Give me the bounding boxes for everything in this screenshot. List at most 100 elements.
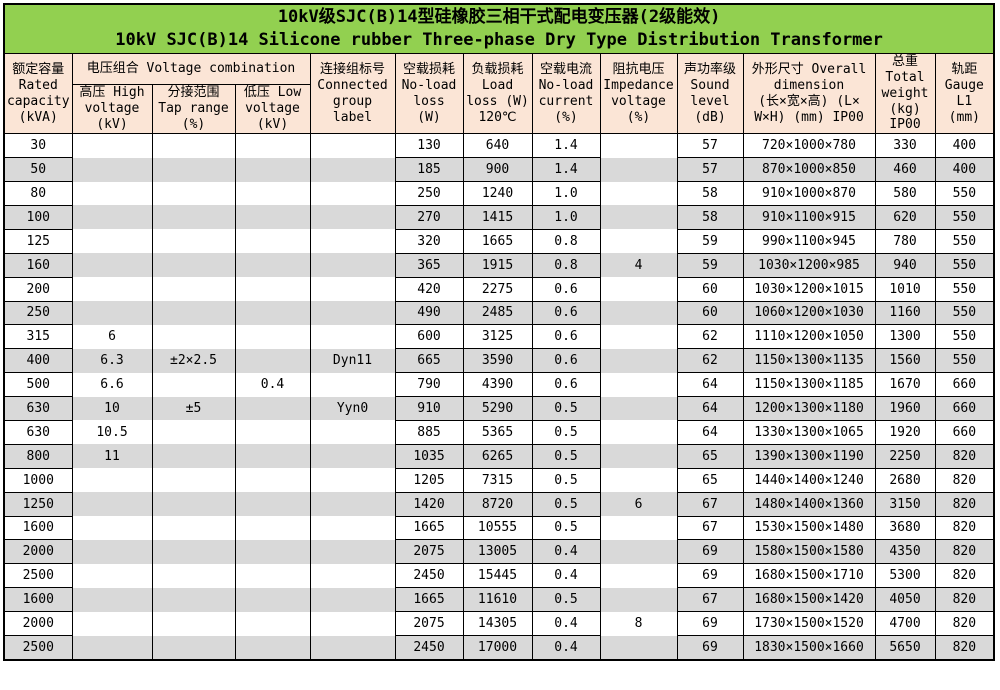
cell-load-loss: 17000: [462, 634, 533, 661]
cell-no-load-loss: 2450: [394, 634, 464, 661]
cell-connected-group: [309, 587, 396, 612]
cell-connected-group: [309, 635, 396, 660]
cell-high-voltage: [71, 492, 153, 517]
cell-no-load-current: 0.5: [531, 491, 601, 517]
cell-impedance-voltage: [599, 516, 678, 540]
cell-no-load-loss: 365: [394, 252, 464, 278]
cell-overall-dimension: 1580×1500×1580: [742, 539, 876, 565]
cell-high-voltage: [71, 133, 153, 158]
cell-gauge: 550: [934, 228, 995, 254]
cell-sound-level: 57: [676, 157, 744, 183]
cell-low-voltage: [234, 157, 311, 182]
cell-rated-capacity: 30: [3, 133, 73, 159]
header-connected-group: 连接组标号 Connected group label: [309, 52, 396, 135]
cell-low-voltage: [234, 301, 311, 325]
cell-no-load-current: 0.4: [531, 611, 601, 636]
cell-tap-range: [151, 468, 236, 493]
cell-tap-range: [151, 372, 236, 397]
cell-tap-range: [151, 205, 236, 230]
cell-connected-group: [309, 277, 396, 302]
cell-sound-level: 69: [676, 563, 744, 589]
cell-impedance-voltage: [599, 277, 678, 302]
cell-no-load-loss: 2075: [394, 539, 464, 565]
cell-low-voltage: [234, 587, 311, 612]
cell-overall-dimension: 1680×1500×1710: [742, 563, 876, 589]
cell-impedance-voltage: [599, 205, 678, 230]
table-row: 315 6 600 3125 0.6 62 1110×1200×1050 1300 550: [3, 324, 995, 350]
cell-no-load-loss: 130: [394, 133, 464, 159]
cell-low-voltage: [234, 420, 311, 445]
cell-low-voltage: [234, 468, 311, 493]
cell-overall-dimension: 1200×1300×1180: [742, 396, 876, 421]
cell-overall-dimension: 870×1000×850: [742, 157, 876, 183]
cell-high-voltage: [71, 181, 153, 206]
cell-overall-dimension: 1110×1200×1050: [742, 324, 876, 350]
cell-rated-capacity: 1600: [3, 515, 73, 541]
cell-low-voltage: [234, 539, 311, 564]
cell-no-load-current: 1.0: [531, 204, 601, 230]
table-row: 200 420 2275 0.6 60 1030×1200×1015 1010 550: [3, 276, 995, 302]
cell-no-load-current: 1.4: [531, 157, 601, 183]
cell-impedance-voltage: 6: [599, 492, 678, 517]
cell-total-weight: 620: [874, 204, 936, 230]
cell-tap-range: [151, 611, 236, 636]
table-row: 1250 1420 8720 0.5 6 67 1480×1400×1360 3150 820: [3, 491, 995, 517]
cell-total-weight: 460: [874, 157, 936, 183]
cell-no-load-loss: 885: [394, 419, 464, 445]
cell-load-loss: 900: [462, 157, 533, 183]
cell-connected-group: [309, 420, 396, 445]
cell-connected-group: Yyn0: [309, 396, 396, 421]
cell-gauge: 820: [934, 443, 995, 469]
cell-low-voltage: [234, 516, 311, 540]
cell-no-load-current: 1.0: [531, 181, 601, 206]
cell-sound-level: 62: [676, 324, 744, 350]
cell-high-voltage: [71, 611, 153, 636]
cell-impedance-voltage: [599, 396, 678, 421]
cell-gauge: 660: [934, 372, 995, 398]
cell-gauge: 400: [934, 157, 995, 183]
cell-load-loss: 4390: [462, 372, 533, 398]
cell-rated-capacity: 100: [3, 204, 73, 230]
cell-impedance-voltage: [599, 372, 678, 397]
cell-sound-level: 64: [676, 372, 744, 398]
cell-total-weight: 1960: [874, 396, 936, 421]
cell-load-loss: 1240: [462, 181, 533, 206]
cell-impedance-voltage: [599, 157, 678, 182]
cell-tap-range: [151, 492, 236, 517]
cell-tap-range: [151, 563, 236, 588]
table-row: 1000 1205 7315 0.5 65 1440×1400×1240 2680 820: [3, 467, 995, 493]
table-row: 2000 2075 14305 0.4 8 69 1730×1500×1520 4700 820: [3, 611, 995, 636]
cell-impedance-voltage: [599, 324, 678, 349]
cell-load-loss: 1415: [462, 204, 533, 230]
cell-tap-range: [151, 420, 236, 445]
cell-low-voltage: [234, 253, 311, 278]
cell-impedance-voltage: [599, 301, 678, 325]
cell-gauge: 820: [934, 611, 995, 636]
cell-total-weight: 2250: [874, 443, 936, 469]
cell-no-load-current: 0.5: [531, 587, 601, 613]
cell-connected-group: [309, 372, 396, 397]
cell-no-load-current: 0.6: [531, 348, 601, 374]
spec-table-body: 30 130 640 1.4 57 720×1000×780 330 400 50 185 900 1…: [3, 133, 995, 661]
cell-low-voltage: [234, 444, 311, 469]
cell-low-voltage: [234, 611, 311, 636]
cell-load-loss: 2275: [462, 276, 533, 302]
cell-low-voltage: [234, 635, 311, 660]
cell-impedance-voltage: 8: [599, 611, 678, 636]
header-high-voltage: 高压 High voltage (kV): [71, 83, 153, 135]
cell-gauge: 550: [934, 252, 995, 278]
header-rated-capacity: 额定容量 Rated capacity (kVA): [3, 52, 73, 135]
cell-low-voltage: [234, 133, 311, 158]
cell-connected-group: [309, 539, 396, 564]
table-row: 630 10.5 885 5365 0.5 64 1330×1300×1065 1920 660: [3, 419, 995, 445]
cell-high-voltage: [71, 635, 153, 660]
cell-impedance-voltage: [599, 348, 678, 373]
cell-sound-level: 69: [676, 539, 744, 565]
table-row: 2500 2450 15445 0.4 69 1680×1500×1710 5300 820: [3, 563, 995, 589]
cell-high-voltage: [71, 157, 153, 182]
cell-load-loss: 3590: [462, 348, 533, 374]
cell-total-weight: 4350: [874, 539, 936, 565]
cell-sound-level: 67: [676, 491, 744, 517]
table-row: 30 130 640 1.4 57 720×1000×780 330 400: [3, 133, 995, 159]
cell-connected-group: [309, 611, 396, 636]
